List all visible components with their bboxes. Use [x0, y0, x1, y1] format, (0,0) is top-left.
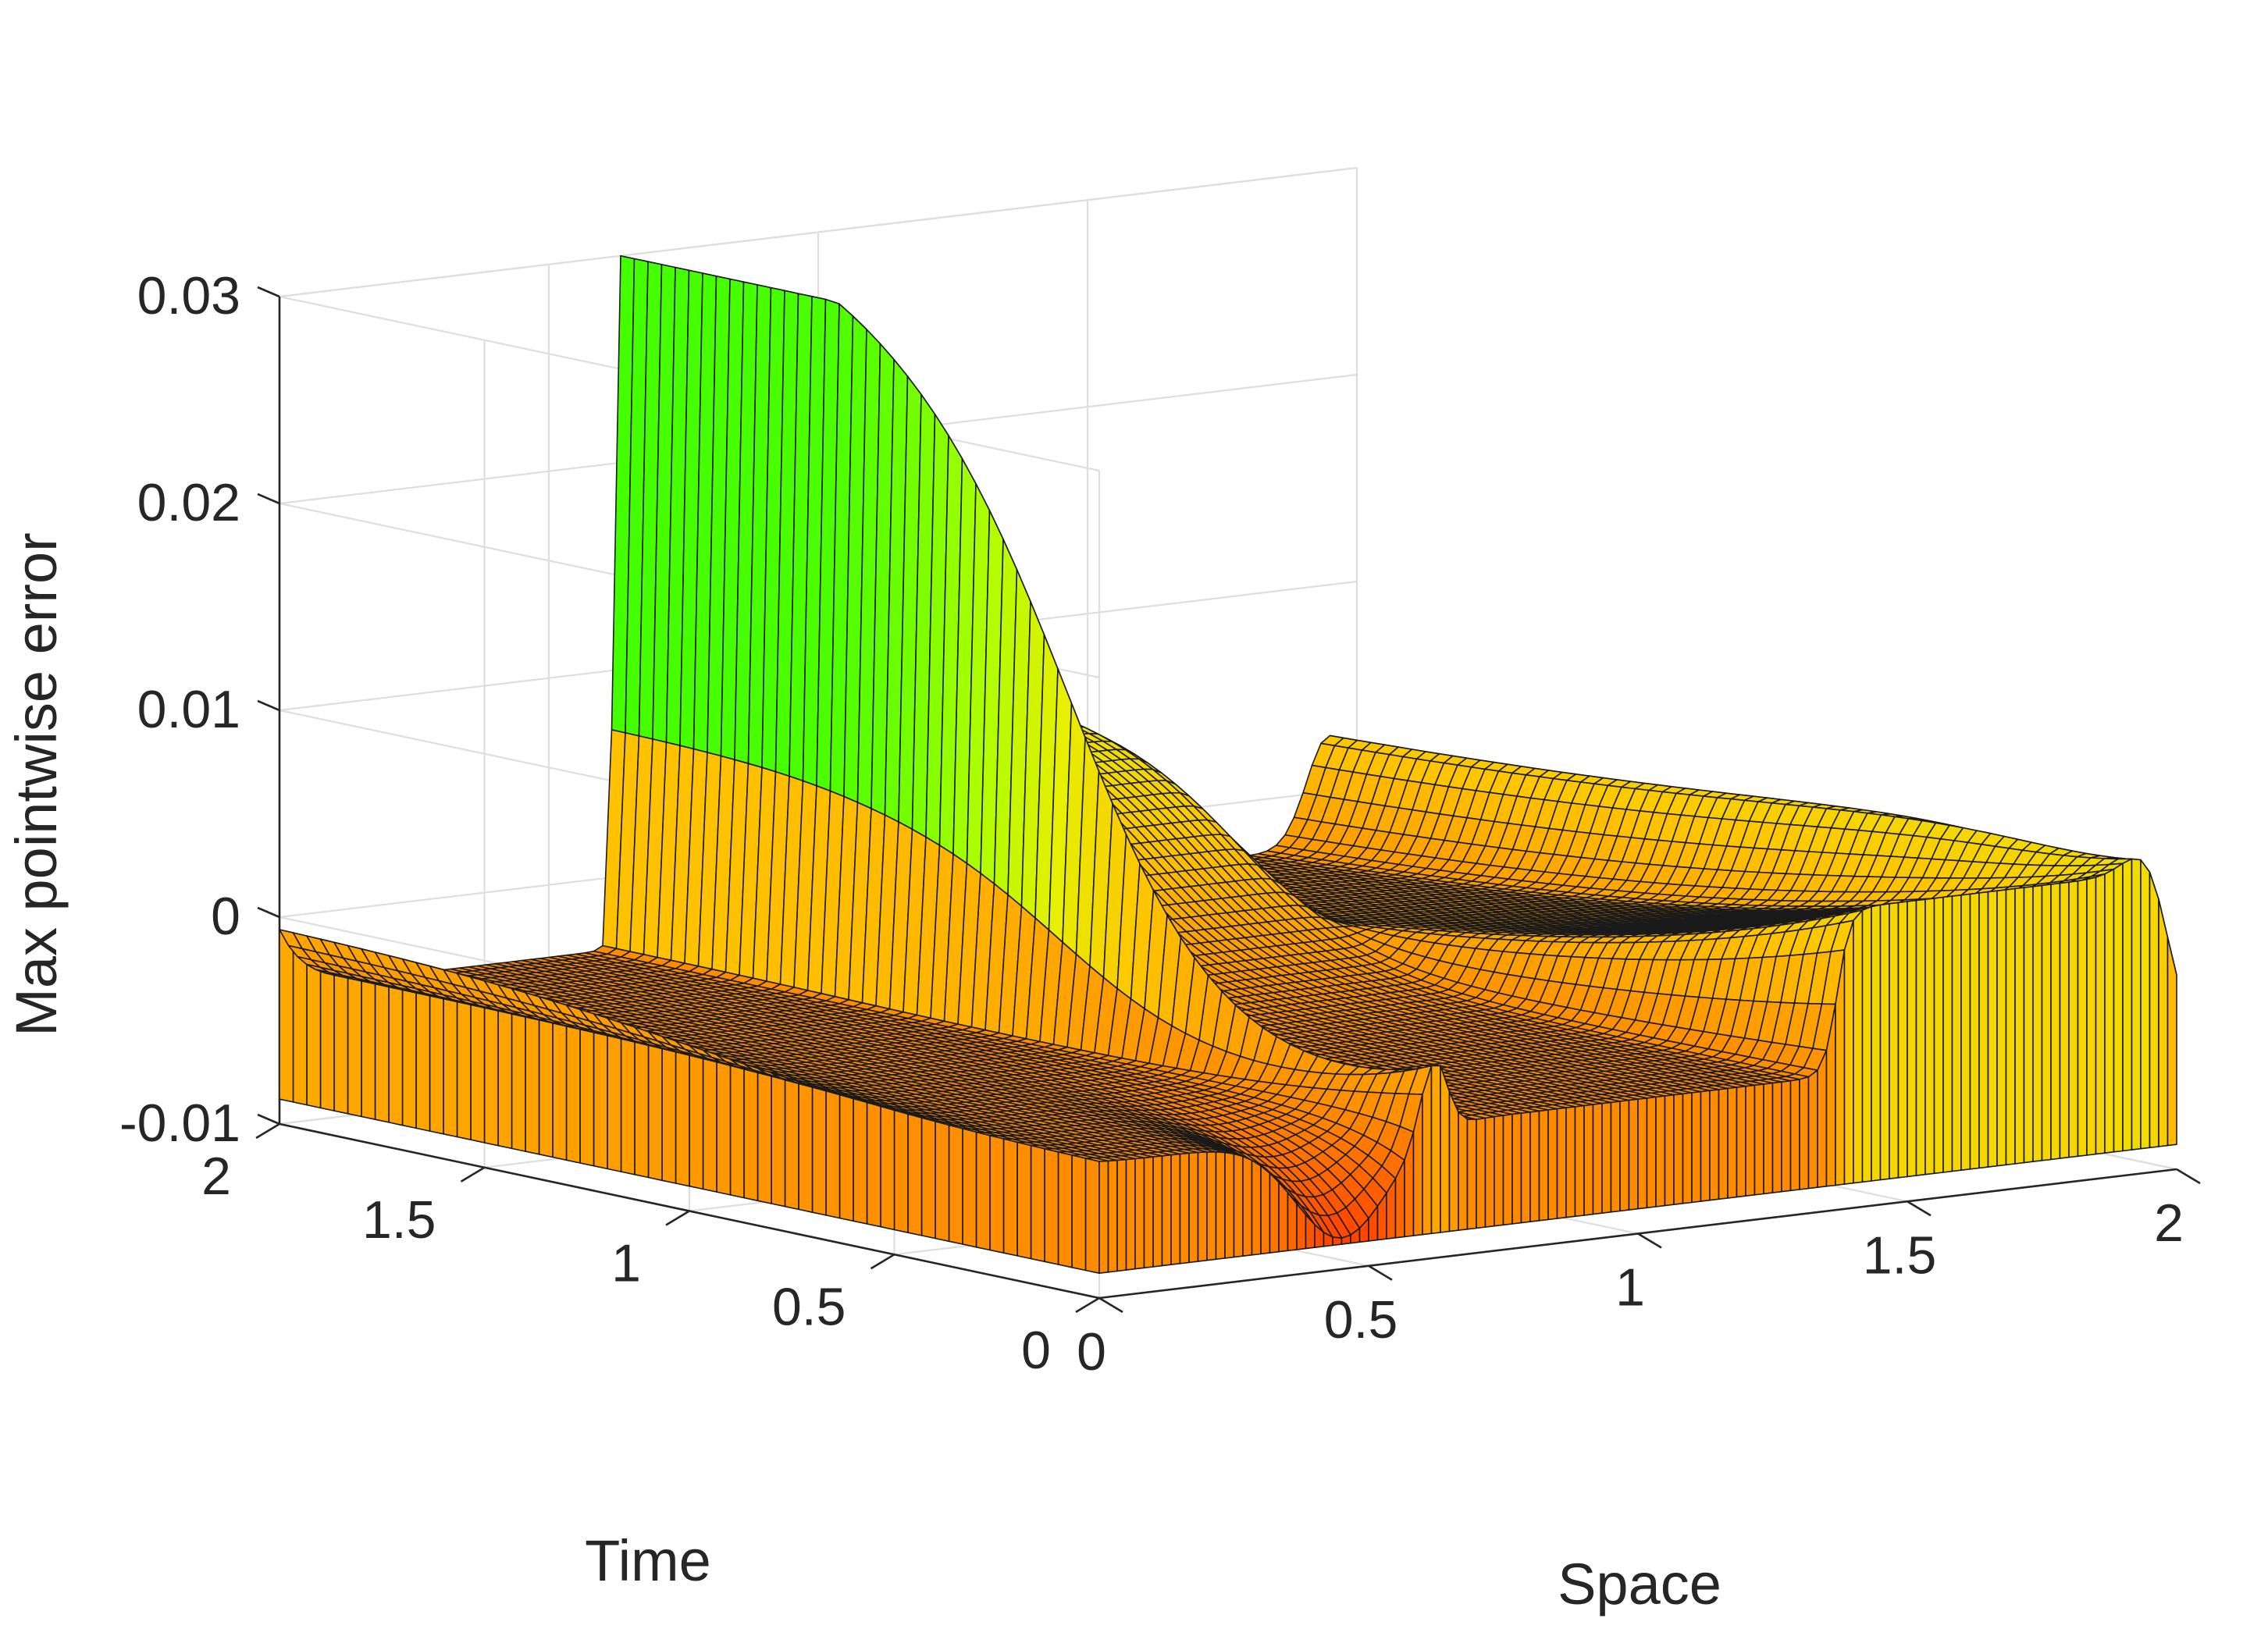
surface-wall-left-1	[1071, 1154, 1087, 1271]
surface-wall-left-25	[743, 1063, 759, 1202]
error-surface	[279, 255, 2177, 1274]
surface-wall-left-21	[798, 1081, 814, 1213]
surface-wall-left-7	[989, 1134, 1005, 1254]
surface-wall-left-6	[1002, 1138, 1018, 1257]
surface-wall-left-5	[1017, 1141, 1032, 1260]
surface-wall-left-32	[647, 1031, 663, 1182]
surface-wall-left-12	[920, 1117, 936, 1239]
surface-wall-left-34	[620, 1022, 636, 1175]
surface-wall-left-27	[716, 1054, 732, 1196]
surface-wall-left-30	[675, 1040, 690, 1187]
surface-wall-left-0	[1084, 1158, 1100, 1274]
surface-wall-left-19	[825, 1089, 841, 1219]
surface-wall-left-31	[661, 1035, 677, 1184]
surface-wall-left-3	[1044, 1147, 1059, 1265]
surface-wall-left-33	[634, 1026, 650, 1179]
surface-wall-left-37	[579, 1008, 595, 1167]
surface-wall-left-15	[880, 1105, 895, 1231]
surface-wall-left-23	[771, 1072, 786, 1207]
surface-wall-left-59	[279, 929, 294, 1103]
surface-wall-left-18	[838, 1094, 854, 1222]
surface-wall-left-10	[948, 1124, 963, 1245]
surface-wall-left-9	[962, 1128, 977, 1248]
surface-wall-left-22	[784, 1076, 799, 1211]
surface-wall-left-35	[607, 1017, 622, 1172]
surface-wall-left-8	[975, 1131, 991, 1251]
surface-wall-left-28	[702, 1049, 717, 1193]
surface-wall-left-26	[729, 1058, 745, 1199]
surface-wall-left-29	[689, 1044, 704, 1190]
surface-wall-left-16	[866, 1101, 881, 1228]
surface-wall-left-11	[935, 1120, 950, 1243]
surface-wall-left-14	[893, 1109, 909, 1233]
surface-wall-left-20	[811, 1085, 827, 1216]
surface-wall-left-36	[593, 1013, 608, 1170]
surface-wall-left-2	[1057, 1151, 1073, 1268]
surface-wall-left-24	[757, 1068, 772, 1204]
surface-wall-left-4	[1030, 1144, 1045, 1263]
surface-wall-left-17	[853, 1097, 868, 1225]
surface-wall-left-13	[907, 1113, 923, 1236]
